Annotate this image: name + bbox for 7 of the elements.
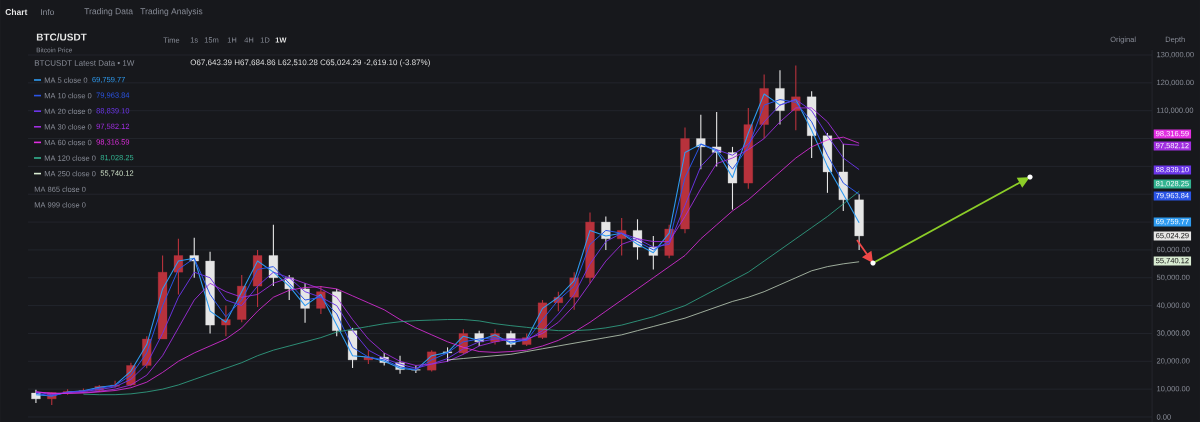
chart-title: BTC/USDT xyxy=(36,33,87,41)
annotation: O67,643.39 H67,684.86 L62,510.28 C65,024.29 -2,619.10 (-3.87%) xyxy=(190,59,430,67)
annotation: BTCUSDT Latest Data • 1W xyxy=(34,60,135,66)
text: Trading Analysis xyxy=(140,8,203,16)
text: Info xyxy=(41,8,55,16)
text: Chart xyxy=(5,8,28,16)
text: Trading Data xyxy=(84,8,134,16)
